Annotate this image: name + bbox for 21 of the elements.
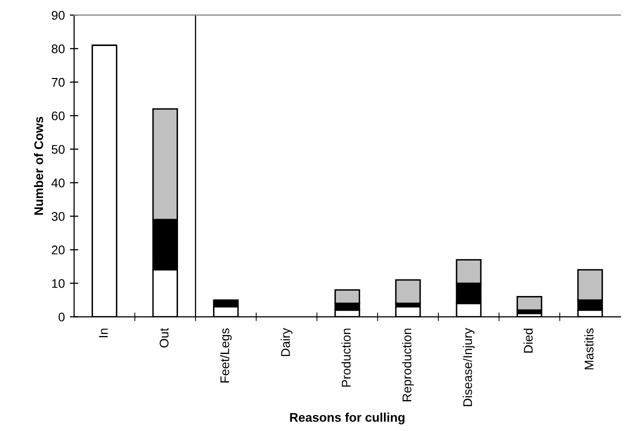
y-tick-label: 50 [52, 144, 65, 154]
y-tick-label: 90 [52, 10, 65, 20]
y-tick-label: 70 [52, 78, 65, 87]
y-tick-label: 20 [52, 246, 65, 254]
x-tick-label: Dairy [280, 328, 292, 356]
x-axis-title: Reasons for culling [290, 412, 404, 424]
y-tick-label: 80 [52, 44, 65, 54]
x-tick-label: Mastitis [584, 328, 594, 370]
y-tick-label: 0 [58, 312, 65, 322]
y-tick-label: 30 [52, 212, 65, 221]
y-tick-label: 10 [52, 279, 65, 288]
x-tick-label: Disease/Injury [462, 328, 475, 406]
x-tick-label: Production [341, 328, 351, 387]
x-tick-label: Reproduction [402, 328, 414, 402]
y-tick-label: 40 [51, 178, 65, 188]
y-tick-label: 60 [52, 111, 65, 120]
x-tick-label: In [99, 328, 108, 338]
x-tick-label: Out [160, 328, 169, 348]
x-tick-label: Feet/Legs [220, 328, 232, 382]
y-axis-title: Number of Cows [34, 116, 44, 215]
x-tick-label: Died [524, 328, 533, 353]
